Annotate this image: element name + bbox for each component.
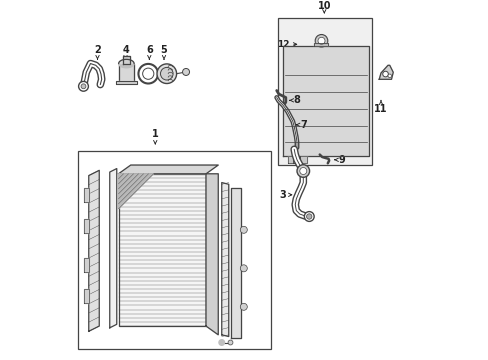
Circle shape — [219, 340, 224, 345]
Polygon shape — [118, 64, 134, 83]
Text: 8: 8 — [293, 95, 300, 105]
Polygon shape — [379, 65, 392, 79]
Polygon shape — [83, 289, 88, 303]
Circle shape — [304, 212, 313, 221]
Polygon shape — [83, 219, 88, 233]
Polygon shape — [300, 156, 306, 163]
Circle shape — [315, 35, 327, 47]
Circle shape — [182, 68, 189, 76]
Circle shape — [317, 37, 325, 44]
Circle shape — [227, 340, 232, 345]
Polygon shape — [122, 55, 129, 64]
Circle shape — [240, 226, 247, 233]
Text: 12: 12 — [277, 40, 289, 49]
Circle shape — [240, 265, 247, 272]
Polygon shape — [221, 183, 228, 337]
Polygon shape — [109, 168, 117, 328]
Text: 1: 1 — [152, 129, 158, 139]
Circle shape — [79, 81, 88, 91]
Polygon shape — [88, 170, 99, 331]
Text: 5: 5 — [160, 45, 167, 55]
Text: 7: 7 — [300, 120, 306, 130]
Polygon shape — [83, 188, 88, 202]
Text: 3: 3 — [279, 190, 286, 200]
Circle shape — [382, 71, 387, 77]
Text: 2: 2 — [94, 45, 101, 55]
Polygon shape — [116, 81, 137, 84]
Polygon shape — [118, 174, 153, 209]
Bar — [118, 174, 205, 326]
Circle shape — [138, 64, 158, 84]
Text: 9: 9 — [338, 155, 345, 165]
Circle shape — [142, 68, 154, 79]
Circle shape — [81, 84, 86, 89]
Polygon shape — [283, 46, 368, 156]
Circle shape — [240, 303, 247, 310]
Polygon shape — [205, 174, 218, 335]
Polygon shape — [119, 59, 134, 64]
Circle shape — [296, 165, 309, 177]
Text: 4: 4 — [122, 45, 129, 55]
Text: 6: 6 — [145, 45, 152, 55]
Polygon shape — [119, 64, 134, 68]
Polygon shape — [293, 156, 300, 163]
Circle shape — [160, 67, 173, 80]
Bar — [78, 151, 270, 349]
Circle shape — [387, 74, 391, 77]
Polygon shape — [118, 165, 218, 174]
Circle shape — [306, 214, 311, 219]
Polygon shape — [314, 42, 328, 46]
Text: 11: 11 — [373, 104, 387, 114]
Circle shape — [299, 167, 306, 175]
Polygon shape — [83, 258, 88, 272]
Text: 10: 10 — [317, 1, 330, 11]
Polygon shape — [230, 188, 241, 338]
Bar — [277, 18, 371, 165]
Circle shape — [157, 64, 176, 84]
Polygon shape — [287, 156, 294, 163]
